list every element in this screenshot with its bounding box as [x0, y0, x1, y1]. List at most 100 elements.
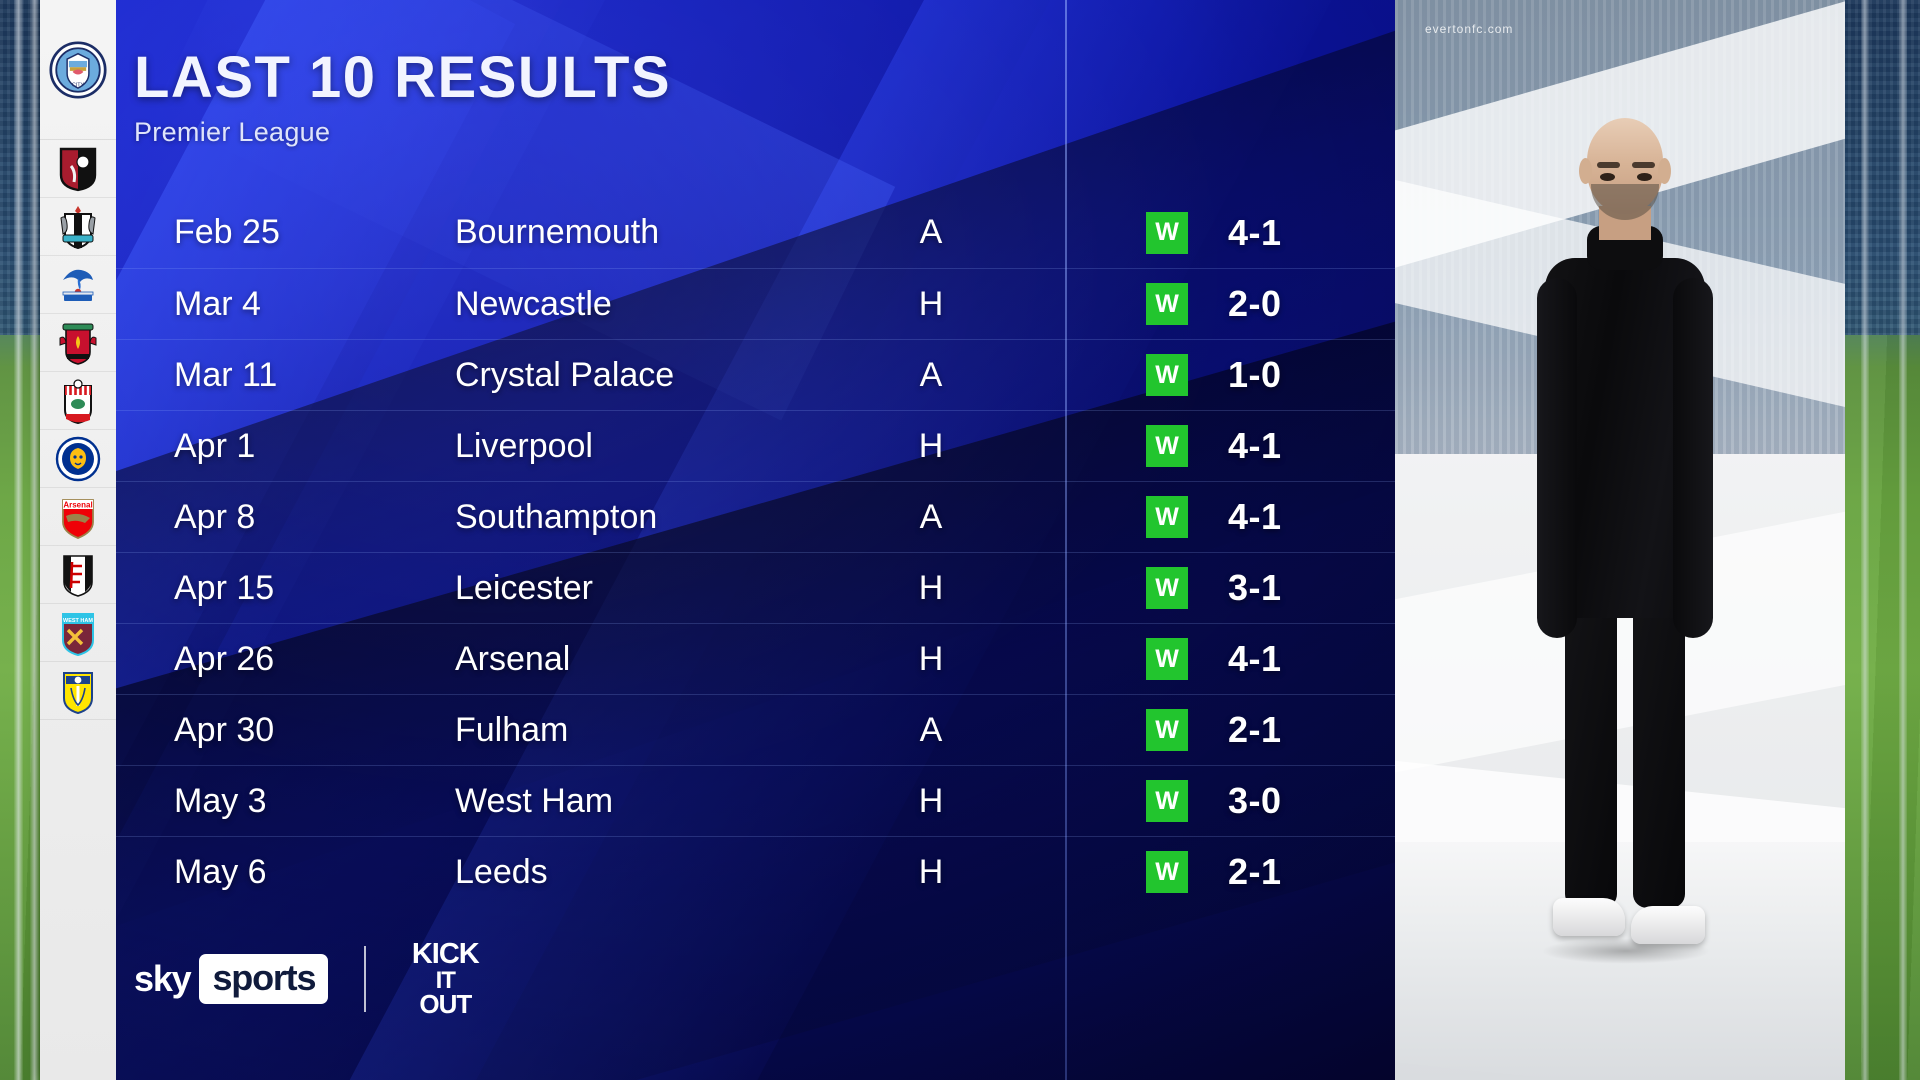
rail-crest-southampton[interactable]: [40, 372, 116, 430]
figure-arm-right: [1673, 278, 1713, 638]
cell-venue: H: [918, 852, 944, 891]
photo-floor: [1395, 842, 1845, 1080]
cell-result: W: [1146, 567, 1188, 609]
kio-line-3: OUT: [419, 988, 472, 1019]
table-row[interactable]: Apr 15 Leicester H W 3-1: [116, 552, 1395, 623]
cell-score: 2-1: [1228, 851, 1282, 892]
manager-photo-panel: evertonfc.com: [1395, 0, 1845, 1080]
page-title: LAST 10 RESULTS: [134, 45, 672, 110]
cell-result: W: [1146, 283, 1188, 325]
table-row[interactable]: Mar 11 Crystal Palace A W 1-0: [116, 339, 1395, 410]
panel-vignette: [116, 0, 1395, 1080]
leeds-icon: [63, 671, 93, 714]
cell-date: Apr 1: [174, 426, 256, 465]
sports-wordmark-box: sports: [199, 954, 329, 1004]
liverpool-icon: [59, 323, 97, 365]
status-badge: W: [1146, 354, 1188, 396]
table-row[interactable]: Feb 25 Bournemouth A W 4-1: [116, 197, 1395, 268]
cell-opponent: West Ham: [455, 781, 614, 820]
cell-score: 3-1: [1228, 567, 1282, 608]
rail-crest-leeds[interactable]: [40, 662, 116, 720]
cell-score: 3-0: [1228, 780, 1282, 821]
club-crest-rail: CITY: [40, 0, 116, 1080]
rail-crest-arsenal[interactable]: Arsenal: [40, 488, 116, 546]
stadium-post-icon: [1899, 0, 1907, 1080]
fulham-icon: [63, 554, 93, 597]
kick-it-out-text: KICK IT OUT: [402, 936, 488, 1022]
table-row[interactable]: Apr 26 Arsenal H W 4-1: [116, 623, 1395, 694]
cell-opponent: Southampton: [455, 497, 658, 536]
page-subtitle: Premier League: [134, 117, 331, 148]
cell-venue: H: [918, 639, 944, 678]
rail-crest-west-ham[interactable]: WEST HAM: [40, 604, 116, 662]
results-panel: LAST 10 RESULTS Premier League Feb 25 Bou…: [116, 0, 1395, 1080]
logo-divider: [364, 946, 367, 1012]
stadium-post-icon: [14, 0, 23, 1080]
footer-logos: sky sports KICK IT OUT: [134, 936, 488, 1022]
stadium-post-icon: [30, 0, 39, 1080]
figure-ears: [1579, 158, 1671, 188]
cell-score: 4-1: [1228, 496, 1282, 537]
west-ham-icon: WEST HAM: [62, 612, 94, 656]
cell-venue: A: [919, 355, 943, 394]
cell-score: 2-0: [1228, 283, 1282, 324]
cell-opponent: Arsenal: [455, 639, 571, 678]
cell-opponent: Bournemouth: [455, 213, 660, 251]
rail-crest-newcastle[interactable]: [40, 198, 116, 256]
cell-opponent: Leicester: [455, 568, 593, 607]
status-badge: W: [1146, 283, 1188, 325]
rail-crest-bournemouth[interactable]: [40, 140, 116, 198]
table-row[interactable]: Apr 1 Liverpool H W 4-1: [116, 410, 1395, 481]
cell-opponent: Leeds: [455, 852, 548, 891]
cell-result: W: [1146, 496, 1188, 538]
svg-text:WEST HAM: WEST HAM: [63, 618, 93, 624]
svg-text:CITY: CITY: [72, 82, 85, 88]
cell-result: W: [1146, 354, 1188, 396]
manchester-city-icon: CITY: [49, 40, 107, 99]
status-badge: W: [1146, 638, 1188, 680]
cell-result: W: [1146, 780, 1188, 822]
cell-date: Apr 26: [174, 639, 275, 678]
newcastle-icon: [60, 205, 96, 249]
kio-line-1: KICK: [411, 938, 480, 971]
rail-crest-manchester-city[interactable]: CITY: [40, 0, 116, 140]
status-badge: W: [1146, 211, 1188, 254]
rail-crest-fulham[interactable]: [40, 546, 116, 604]
status-badge: W: [1146, 780, 1188, 822]
rail-crest-liverpool[interactable]: [40, 314, 116, 372]
status-badge: W: [1146, 425, 1188, 467]
status-badge: W: [1146, 496, 1188, 538]
cell-venue: H: [918, 568, 944, 607]
sky-sports-logo[interactable]: sky sports: [134, 954, 329, 1004]
kick-it-out-logo[interactable]: KICK IT OUT: [402, 936, 488, 1022]
cell-date: Apr 15: [174, 568, 275, 607]
rail-crest-crystal-palace[interactable]: [40, 256, 116, 314]
figure-brows: [1597, 162, 1655, 169]
table-row[interactable]: Mar 4 Newcastle H W 2-0: [116, 268, 1395, 339]
table-row[interactable]: May 6 Leeds H W 2-1: [116, 836, 1395, 907]
cell-result: W: [1146, 638, 1188, 680]
cell-opponent: Fulham: [455, 710, 569, 749]
cell-date: May 6: [174, 852, 267, 891]
cell-date: Mar 4: [174, 284, 261, 323]
figure-shoe-left: [1553, 898, 1625, 936]
crystal-palace-icon: [62, 269, 94, 301]
cell-date: Apr 30: [174, 710, 275, 749]
cell-score: 4-1: [1228, 211, 1282, 253]
figure-arm-left: [1537, 278, 1577, 638]
rail-crest-leicester[interactable]: [40, 430, 116, 488]
cell-venue: H: [918, 284, 944, 323]
stadium-post-icon: [1861, 0, 1869, 1080]
cell-date: Apr 8: [174, 497, 256, 536]
table-row[interactable]: Apr 8 Southampton A W 4-1: [116, 481, 1395, 552]
table-row[interactable]: Apr 30 Fulham A W 2-1: [116, 694, 1395, 765]
cell-result: W: [1146, 425, 1188, 467]
cell-opponent: Newcastle: [455, 284, 612, 323]
figure-eyes: [1600, 173, 1652, 181]
table-row[interactable]: May 3 West Ham H W 3-0: [116, 765, 1395, 836]
sports-wordmark: sports: [212, 957, 316, 998]
cell-date: Feb 25: [174, 213, 280, 251]
pitchside-advert: evertonfc.com: [1425, 22, 1514, 36]
status-badge: W: [1146, 851, 1188, 893]
status-badge: W: [1146, 567, 1188, 609]
